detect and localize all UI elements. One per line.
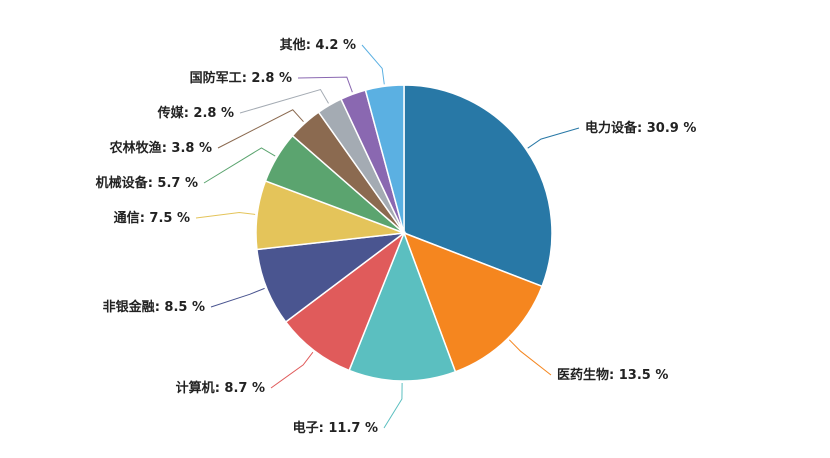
category-name: 国防军工 <box>190 70 242 86</box>
value-label: : 8.5 % <box>155 300 205 315</box>
data-label: 电力设备: 30.9 % <box>585 120 696 136</box>
leader-line <box>361 44 385 85</box>
category-name: 医药生物 <box>557 367 609 383</box>
data-label: 电子: 11.7 % <box>293 420 378 436</box>
value-label: : 8.7 % <box>215 381 265 396</box>
leader-line <box>239 88 329 114</box>
leader-line <box>203 147 276 184</box>
data-label: 农林牧渔: 3.8 % <box>109 140 212 156</box>
category-name: 非银金融 <box>103 299 155 315</box>
pie-slice <box>364 84 405 234</box>
category-name: 电子 <box>293 420 319 436</box>
category-name: 计算机 <box>176 380 215 396</box>
value-label: : 30.9 % <box>637 121 696 136</box>
leader-line <box>270 351 314 389</box>
pie-slice <box>402 231 544 373</box>
data-label: 通信: 7.5 % <box>114 210 190 226</box>
category-name: 传媒 <box>157 105 185 121</box>
value-label: : 4.2 % <box>306 38 356 53</box>
leader-line <box>297 76 353 93</box>
value-label: : 2.8 % <box>184 106 234 121</box>
data-label: 传媒: 2.8 % <box>157 105 234 121</box>
value-label: : 2.8 % <box>242 71 292 86</box>
value-label: : 13.5 % <box>609 368 668 383</box>
data-label: 非银金融: 8.5 % <box>103 299 205 315</box>
data-label: 医药生物: 13.5 % <box>557 367 668 383</box>
category-name: 通信 <box>114 210 140 226</box>
leader-line <box>383 382 403 429</box>
leader-line <box>527 127 580 149</box>
data-label: 机械设备: 5.7 % <box>96 175 198 191</box>
category-name: 机械设备 <box>96 175 149 191</box>
category-name: 电力设备 <box>585 120 638 136</box>
category-name: 其他 <box>280 37 306 53</box>
value-label: : 5.7 % <box>148 176 198 191</box>
data-label: 国防军工: 2.8 % <box>190 70 292 86</box>
data-label: 其他: 4.2 % <box>280 37 356 53</box>
leader-line <box>210 287 265 308</box>
leader-line <box>195 211 256 219</box>
pie-slice <box>403 84 553 288</box>
leader-line <box>217 109 304 149</box>
data-label: 计算机: 8.7 % <box>176 380 265 396</box>
leader-line <box>508 339 552 376</box>
category-name: 农林牧渔 <box>109 140 162 156</box>
value-label: : 3.8 % <box>162 141 212 156</box>
pie-slice <box>348 230 457 382</box>
value-label: : 11.7 % <box>319 421 378 436</box>
value-label: : 7.5 % <box>140 211 190 226</box>
